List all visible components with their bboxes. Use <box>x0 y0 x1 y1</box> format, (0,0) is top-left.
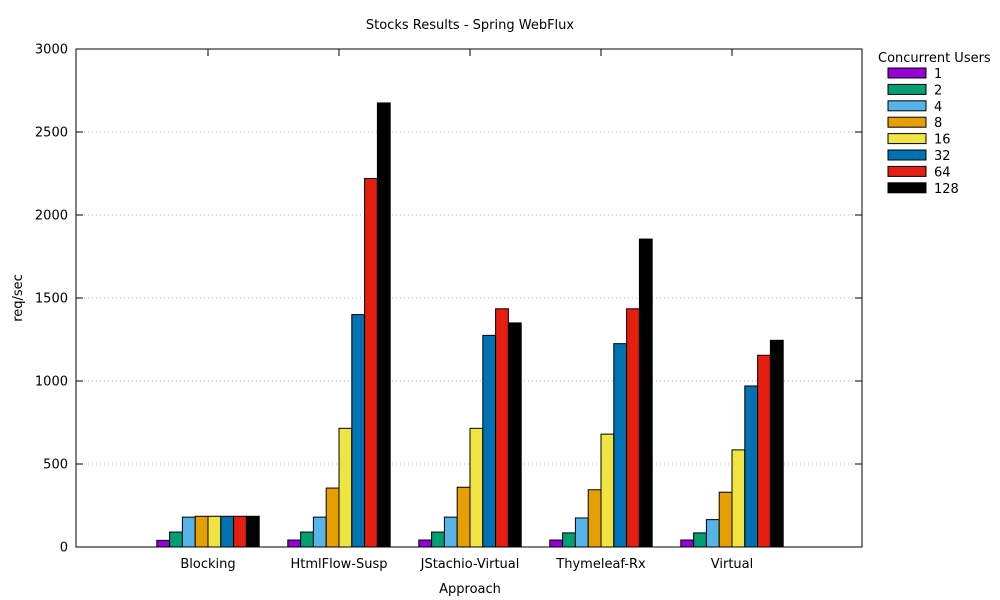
bar <box>376 102 391 548</box>
y-tick-label: 0 <box>60 541 68 556</box>
legend-label: 128 <box>934 182 959 197</box>
x-tick-label: Virtual <box>711 557 753 572</box>
bar <box>680 539 695 548</box>
bar <box>744 385 759 548</box>
legend-swatch <box>887 116 927 128</box>
bar <box>287 539 302 548</box>
x-tick-label: HtmlFlow-Susp <box>290 557 387 572</box>
x-axis-label: Approach <box>439 582 501 597</box>
bar <box>220 515 235 548</box>
bar <box>613 343 628 548</box>
legend-swatch <box>887 182 927 194</box>
bar <box>156 539 171 548</box>
axes: 0 500 1000 1500 2000 2500 3000 Blocking HtmlFlow… <box>35 43 863 572</box>
bar <box>194 515 209 548</box>
legend-swatch <box>887 149 927 161</box>
bar <box>325 487 340 548</box>
bar <box>245 515 260 548</box>
y-tick-label: 1000 <box>35 375 68 390</box>
legend-title: Concurrent Users <box>878 51 991 66</box>
y-tick-label: 1500 <box>35 292 68 307</box>
legend-swatch <box>887 165 927 177</box>
legend-label: 4 <box>934 100 942 115</box>
bar <box>574 517 589 548</box>
legend-label: 1 <box>934 67 942 82</box>
bar <box>418 539 433 548</box>
y-axis-label: req/sec <box>11 274 26 322</box>
bar <box>169 531 183 548</box>
bar <box>562 532 576 548</box>
bar <box>456 486 471 548</box>
y-tick-label: 2000 <box>35 209 68 224</box>
legend-swatch <box>887 133 927 145</box>
legend-label: 16 <box>934 133 951 148</box>
bar <box>600 433 615 548</box>
bar <box>469 427 484 548</box>
bar <box>351 314 366 548</box>
x-tick-label: Thymeleaf-Rx <box>555 557 646 572</box>
grid-lines <box>76 131 862 465</box>
legend-label: 32 <box>934 149 951 164</box>
chart-title: Stocks Results - Spring WebFlux <box>366 18 575 33</box>
bar <box>549 539 564 548</box>
bar <box>181 516 196 548</box>
bar <box>693 532 707 548</box>
bar <box>495 308 509 548</box>
legend-swatch <box>887 67 927 79</box>
bar <box>300 531 314 548</box>
bar <box>431 531 445 548</box>
legend-label: 2 <box>934 83 942 98</box>
legend-label: 8 <box>934 116 942 131</box>
bar <box>757 354 771 548</box>
bar <box>312 516 327 548</box>
bar <box>705 519 720 548</box>
bar <box>507 322 522 548</box>
bar <box>364 177 378 548</box>
bars <box>156 102 784 548</box>
bar <box>731 449 746 548</box>
y-tick-label: 3000 <box>35 43 68 58</box>
bar <box>626 308 640 548</box>
bar <box>233 515 247 548</box>
plot-frame <box>75 48 863 548</box>
legend-swatch <box>887 83 927 95</box>
bar <box>338 427 353 548</box>
legend-swatch <box>887 100 927 112</box>
bar <box>207 515 222 548</box>
bar <box>443 516 458 548</box>
y-tick-label: 500 <box>43 458 68 473</box>
bar <box>482 334 497 548</box>
bar <box>769 339 784 548</box>
x-tick-label: Blocking <box>180 557 235 572</box>
bar <box>638 238 653 548</box>
y-tick-label: 2500 <box>35 126 68 141</box>
legend-label: 64 <box>934 165 951 180</box>
x-tick-label: JStachio-Virtual <box>420 557 520 572</box>
bar <box>718 491 733 548</box>
bar <box>587 489 602 548</box>
